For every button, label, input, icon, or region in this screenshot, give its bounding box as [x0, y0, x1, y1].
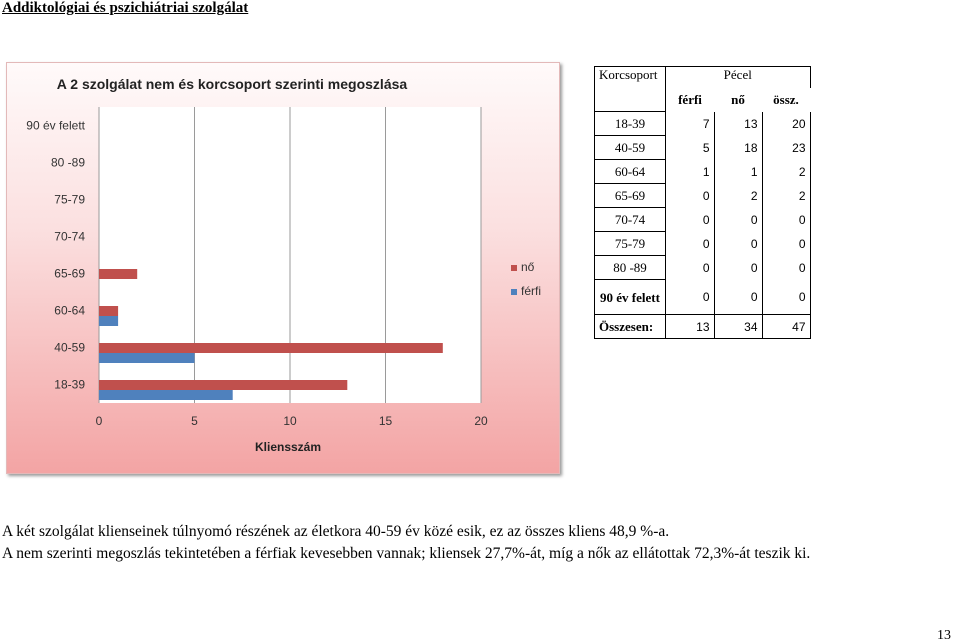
bar-chart: A 2 szolgálat nem és korcsoport szerinti… — [6, 62, 560, 474]
chart-svg: A 2 szolgálat nem és korcsoport szerinti… — [26, 76, 541, 454]
legend-swatch — [511, 265, 517, 271]
x-axis-label: Kliensszám — [255, 440, 321, 454]
legend-label: nő — [521, 260, 535, 274]
page-heading: Addiktológiai és pszichiátriai szolgálat — [2, 0, 249, 16]
table-total-value: 34 — [713, 314, 763, 339]
table-row: 80 -89 0 0 0 — [594, 255, 811, 280]
table-value: 0 — [665, 231, 715, 256]
data-table: Korcsoport Pécel férfi nő össz. 18-39 7 13 20 40-… — [594, 66, 811, 339]
bar-no — [99, 343, 443, 353]
x-tick-label: 5 — [191, 414, 198, 428]
table-row: 18-39 7 13 20 — [594, 111, 811, 136]
table-value: 0 — [713, 231, 763, 256]
bar-ferfi — [99, 390, 233, 400]
x-tick-label: 15 — [379, 414, 393, 428]
table-total-value: 47 — [761, 314, 811, 339]
table-row: 75-79 0 0 0 — [594, 231, 811, 256]
table-value: 18 — [713, 135, 763, 160]
y-tick-label: 18-39 — [54, 378, 85, 392]
table-col-header: nő — [731, 91, 745, 107]
table-row: 90 év felett 0 0 0 — [594, 279, 811, 315]
table-value: 2 — [713, 183, 763, 208]
table-header-group: Pécel — [665, 66, 811, 89]
table-value: 0 — [761, 231, 811, 256]
table-value: 23 — [761, 135, 811, 160]
bar-no — [99, 269, 138, 279]
table-row: 40-59 5 18 23 — [594, 135, 811, 160]
table-value: 2 — [761, 159, 811, 184]
table-value: 0 — [713, 279, 763, 315]
y-tick-label: 65-69 — [54, 267, 85, 281]
table-value: 0 — [761, 207, 811, 232]
bar-no — [99, 306, 119, 316]
table-value: 1 — [665, 159, 715, 184]
table-row-label: 40-59 — [594, 135, 666, 160]
table-row-label: 70-74 — [594, 207, 666, 232]
table-value: 13 — [713, 111, 763, 136]
table-header-korcsoport: Korcsoport — [594, 66, 666, 112]
legend-swatch — [511, 289, 517, 295]
bar-no — [99, 380, 348, 390]
table-value: 20 — [761, 111, 811, 136]
x-tick-label: 10 — [283, 414, 297, 428]
table-row-label: 18-39 — [594, 111, 666, 136]
table-row: Korcsoport Pécel — [594, 66, 811, 112]
y-tick-label: 80 -89 — [51, 156, 85, 170]
table-row-label: 90 év felett — [594, 279, 666, 315]
table-row: férfi nő össz. — [595, 88, 811, 111]
table-row: 60-64 1 1 2 — [594, 159, 811, 184]
table-value: 0 — [713, 255, 763, 280]
table-col-header: férfi — [678, 91, 702, 107]
page-number: 13 — [937, 628, 951, 643]
table-total-value: 13 — [665, 314, 715, 339]
bar-ferfi — [99, 316, 119, 326]
y-tick-label: 40-59 — [54, 341, 85, 355]
table-value: 0 — [665, 279, 715, 315]
table-total-label: Összesen: — [594, 314, 666, 339]
table-value: 1 — [713, 159, 763, 184]
table-row-label: 80 -89 — [594, 255, 666, 280]
table-value: 2 — [761, 183, 811, 208]
table-col-header: össz. — [773, 91, 799, 107]
table-value: 0 — [713, 207, 763, 232]
table-value: 0 — [761, 255, 811, 280]
table-value: 0 — [761, 279, 811, 315]
paragraph-gender: A nem szerinti megoszlás tekintetében a … — [2, 545, 811, 562]
y-tick-label: 75-79 — [54, 193, 85, 207]
table-value: 0 — [665, 255, 715, 280]
table-row-label: 65-69 — [594, 183, 666, 208]
legend-label: férfi — [521, 284, 541, 298]
table-row-label: 60-64 — [594, 159, 666, 184]
table-row: 70-74 0 0 0 — [594, 207, 811, 232]
table-value: 0 — [665, 183, 715, 208]
table-row: Összesen: 13 34 47 — [594, 314, 811, 339]
table-value: 0 — [665, 207, 715, 232]
table-value: 7 — [665, 111, 715, 136]
table-row-label: 75-79 — [594, 231, 666, 256]
x-tick-label: 20 — [474, 414, 488, 428]
paragraph-age: A két szolgálat klienseinek túlnyomó rés… — [2, 523, 670, 540]
chart-title: A 2 szolgálat nem és korcsoport szerinti… — [57, 76, 408, 92]
x-tick-label: 0 — [96, 414, 103, 428]
y-tick-label: 70-74 — [54, 230, 85, 244]
y-tick-label: 90 év felett — [26, 119, 85, 133]
y-tick-label: 60-64 — [54, 304, 85, 318]
bar-ferfi — [99, 353, 195, 363]
table-row: 65-69 0 2 2 — [594, 183, 811, 208]
table-value: 5 — [665, 135, 715, 160]
